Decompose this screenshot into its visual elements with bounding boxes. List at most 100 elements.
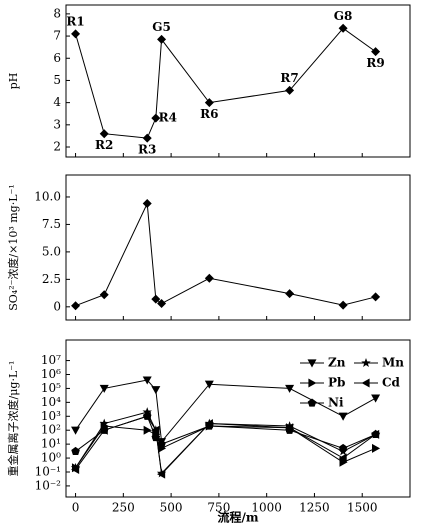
marker [307,359,317,368]
y-axis-label: 重金属离子浓度/μg·L⁻¹ [6,361,20,477]
legend-label: Ni [328,396,344,410]
marker [157,299,167,309]
y-tick-label: 7 [53,29,61,43]
point-label: R4 [159,111,177,125]
y-axis-label: SO₄²⁻浓度/×10³ mg·L⁻¹ [6,184,20,311]
y-tick-label: 10⁰ [41,451,61,465]
marker [143,425,152,435]
y-tick-label: 7.5 [42,217,61,231]
y-tick-label: 5.0 [42,244,61,258]
legend-label: Cd [382,376,401,390]
point-label: R3 [138,143,156,157]
marker [285,85,295,95]
marker [99,384,109,393]
marker [99,418,109,428]
marker [142,407,152,417]
point-label: R2 [95,138,113,152]
marker [371,47,381,57]
point-label: R1 [66,14,84,28]
y-tick-label: 10¹ [41,437,61,451]
marker [142,199,152,209]
y-tick-label: 5 [53,73,61,87]
y-tick-label: 10² [41,423,61,437]
series-line [75,201,376,307]
y-tick-label: 10⁴ [41,395,61,409]
marker [308,378,317,388]
point-label: R7 [280,71,298,85]
point-label: G8 [334,9,353,23]
series-line [75,415,376,452]
y-tick-label: 10³ [41,409,61,423]
y-tick-label: 6 [53,51,61,65]
series-line [75,411,376,475]
marker [338,453,347,463]
marker [338,300,348,310]
y-tick-label: 10⁵ [41,381,61,395]
x-tick-label: 1000 [251,501,282,515]
point-label: R6 [200,107,218,121]
marker [99,425,109,434]
marker [285,384,295,393]
marker [142,133,152,143]
x-tick-label: 250 [112,501,135,515]
marker [99,290,109,300]
series-line [75,27,376,139]
marker [157,34,167,44]
marker [204,273,214,283]
marker [151,294,161,304]
plot-frame [65,339,411,498]
y-tick-label: 0 [53,299,61,313]
marker [157,439,166,448]
point-label: G5 [152,20,171,34]
point-label: R9 [366,56,384,70]
marker [151,432,161,442]
x-axis-label: 流程/m [217,510,258,525]
legend-label: Zn [328,356,346,370]
y-tick-label: 10⁻¹ [35,464,61,478]
y-tick-label: 2 [53,140,61,154]
marker [371,429,380,439]
marker [307,398,317,407]
legend-label: Mn [382,356,404,370]
y-tick-label: 10⁻² [35,478,62,492]
plot-frame [65,4,411,158]
marker [371,394,381,403]
y-tick-label: 10⁷ [41,353,61,367]
marker [157,469,166,479]
y-tick-label: 10.0 [34,189,61,203]
y-tick-label: 8 [53,6,61,20]
x-tick-label: 1250 [299,501,330,515]
marker [151,386,161,395]
y-axis-label: pH [7,73,20,90]
marker [71,465,80,475]
marker [71,29,81,39]
x-tick-label: 0 [72,501,80,515]
marker [285,425,294,434]
series-line [75,425,376,469]
marker [285,289,295,299]
marker [372,443,381,453]
marker [204,98,214,108]
marker [71,446,80,456]
y-tick-label: 2.5 [42,272,61,286]
marker [151,113,161,123]
marker [71,301,81,311]
marker [371,292,381,302]
marker [338,412,348,421]
y-tick-label: 10⁶ [41,367,61,381]
marker [205,421,214,430]
x-tick-label: 500 [160,501,183,515]
y-tick-label: 3 [53,117,61,131]
marker [142,376,152,385]
marker [361,358,371,367]
x-tick-label: 1500 [347,501,378,515]
x-tick-label: 750 [207,501,230,515]
marker [339,457,348,467]
marker [99,129,109,139]
marker [204,380,214,389]
legend-label: Pb [328,376,345,390]
marker [338,23,348,33]
y-tick-label: 4 [53,95,61,109]
marker [338,443,348,452]
